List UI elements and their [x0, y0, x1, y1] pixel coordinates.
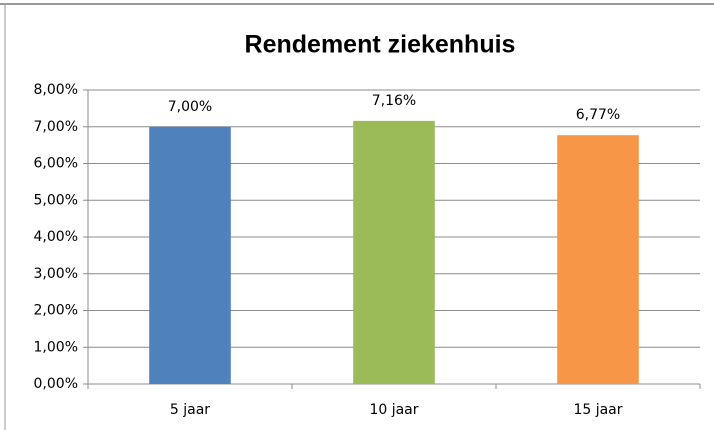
- x-tick-label: 10 jaar: [369, 402, 418, 418]
- data-label: 7,16%: [372, 93, 416, 109]
- y-tick-label: 5,00%: [34, 192, 78, 208]
- data-label: 7,00%: [168, 99, 212, 115]
- y-tick-label: 1,00%: [34, 339, 78, 355]
- bar: [149, 126, 231, 384]
- y-tick-label: 4,00%: [34, 229, 78, 245]
- y-tick-label: 8,00%: [34, 82, 78, 98]
- data-label: 6,77%: [576, 107, 620, 123]
- y-tick-label: 0,00%: [34, 376, 78, 392]
- bar: [557, 135, 639, 384]
- x-tick-label: 5 jaar: [170, 402, 210, 418]
- y-tick-label: 7,00%: [34, 119, 78, 135]
- y-tick-label: 3,00%: [34, 266, 78, 282]
- x-tick-label: 15 jaar: [573, 402, 622, 418]
- y-tick-label: 6,00%: [34, 156, 78, 172]
- chart-title: Rendement ziekenhuis: [245, 31, 516, 59]
- bar: [353, 120, 435, 385]
- y-tick-label: 2,00%: [34, 303, 78, 319]
